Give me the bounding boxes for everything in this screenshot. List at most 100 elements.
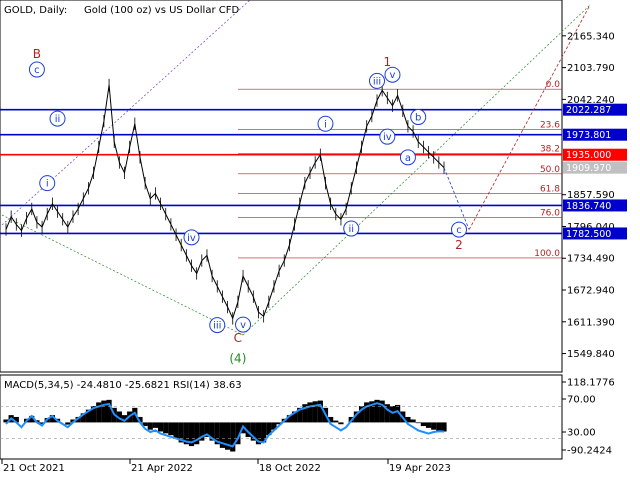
- macd-bar-23: [121, 415, 128, 423]
- indicator-axis: 118.1776 70.00 30.00 -90.2424: [562, 378, 615, 457]
- wave-label-13: v: [390, 70, 396, 81]
- macd-bar-69: [358, 406, 365, 423]
- rsi-line: [5, 402, 445, 448]
- macd-bar-45: [235, 422, 241, 445]
- macd-bar-51: [266, 422, 272, 436]
- macd-bar-60: [312, 401, 318, 423]
- macd-bar-81: [420, 422, 426, 427]
- macd-bar-20: [106, 399, 112, 423]
- ind-tick-2: 30.00: [567, 428, 596, 439]
- macd-bar-56: [291, 411, 298, 423]
- wave-projection-lines: [443, 4, 591, 230]
- wave-label-12: 1: [383, 55, 391, 69]
- ind-tick-0: 118.1776: [567, 378, 615, 389]
- price-line: [5, 84, 445, 320]
- wave-label-5: iii: [213, 321, 221, 332]
- horizontal-levels: [0, 108, 562, 235]
- price-tag-box-1: [563, 128, 627, 141]
- wave-3-projection: [468, 4, 591, 230]
- macd-bar-71: [369, 401, 375, 423]
- wave-label-1: c: [34, 65, 40, 76]
- macd-bar-44: [230, 422, 236, 452]
- wave-label-18: 2: [455, 238, 463, 252]
- price-tag-3: 1909.970: [566, 163, 611, 174]
- macd-bar-36: [188, 422, 195, 447]
- macd-bar-65: [338, 422, 344, 425]
- macd-bar-7: [39, 422, 45, 424]
- wave-label-8: (4): [229, 352, 246, 366]
- macd-bar-32: [168, 422, 174, 436]
- price-tag-5: 1782.500: [566, 229, 611, 240]
- wave-circle-10: [343, 220, 360, 237]
- price-tag-box-2: [563, 148, 627, 161]
- time-tick-1: 21 Apr 2022: [131, 463, 193, 474]
- wave-circle-5: [209, 317, 226, 334]
- macd-bar-75: [389, 406, 396, 423]
- macd-bar-74: [384, 404, 390, 423]
- price-tick-6: 1672.940: [567, 286, 615, 297]
- price-tag-box-0: [563, 103, 627, 116]
- lower-channel-line: [1, 214, 244, 336]
- fib-label-6: 100.0: [534, 249, 560, 259]
- price-tick-3: 1857.590: [567, 190, 615, 201]
- macd-rsi-indicator: [0, 399, 562, 452]
- price-tick-0: 2165.340: [567, 31, 615, 42]
- macd-bar-78: [405, 416, 411, 423]
- price-tick-2: 2042.240: [567, 95, 615, 106]
- macd-bar-85: [441, 422, 447, 432]
- price-tag-0: 2022.287: [566, 105, 611, 116]
- price-panel-frame: [0, 0, 563, 373]
- fib-label-3: 50.0: [540, 165, 560, 175]
- macd-bar-48: [250, 422, 256, 441]
- wave-label-3: i: [46, 179, 49, 190]
- macd-bar-0: [3, 419, 9, 423]
- macd-bar-52: [271, 422, 277, 430]
- macd-bar-39: [204, 422, 210, 437]
- macd-bar-2: [13, 416, 19, 423]
- wave-circle-15: [410, 109, 427, 126]
- ind-tick-3: -90.2424: [567, 446, 612, 457]
- wave-circle-1: [28, 61, 45, 78]
- price-series: [5, 78, 445, 325]
- fib-label-2: 38.2: [540, 145, 560, 155]
- wave-circle-14: [379, 128, 396, 145]
- price-tag-box-5: [563, 227, 627, 240]
- price-tick-7: 1611.390: [567, 317, 615, 328]
- time-axis: 21 Oct 2021 21 Apr 2022 18 Oct 2022 19 Apr …: [1, 459, 451, 474]
- macd-bar-50: [261, 422, 267, 443]
- fib-label-5: 76.0: [540, 209, 560, 219]
- time-tick-2: 18 Oct 2022: [259, 463, 321, 474]
- channel-lines: [1, 0, 591, 336]
- macd-bar-15: [80, 413, 86, 423]
- macd-bar-17: [91, 406, 97, 423]
- price-tag-box-4: [563, 199, 627, 212]
- macd-bar-57: [297, 407, 303, 423]
- fib-label-1: 23.6: [540, 120, 560, 130]
- time-tick-3: 19 Apr 2023: [389, 463, 451, 474]
- macd-bar-27: [142, 422, 148, 427]
- macd-bar-80: [415, 422, 421, 424]
- macd-bar-25: [132, 407, 138, 423]
- price-tag-2: 1935.000: [566, 150, 611, 161]
- wave-label-7: C: [234, 331, 242, 345]
- macd-bar-55: [286, 415, 293, 423]
- macd-bar-22: [116, 411, 122, 423]
- price-tags: 2022.287 1973.801 1935.000 1909.970 1836.740…: [563, 103, 627, 240]
- macd-bar-31: [163, 422, 169, 434]
- macd-bar-18: [96, 402, 102, 423]
- price-tag-1: 1973.801: [566, 130, 611, 141]
- price-tick-8: 1549.840: [567, 349, 615, 360]
- wave-circle-9: [317, 115, 334, 132]
- macd-bar-72: [374, 399, 380, 423]
- fib-label-4: 61.8: [540, 184, 560, 194]
- wave-circle-16: [399, 149, 416, 166]
- fibonacci-retracement: 0.0 23.6 38.2 50.0 61.8 76.0 100.0: [238, 80, 562, 259]
- macd-bar-33: [173, 422, 179, 439]
- wave-label-4: iv: [187, 233, 196, 244]
- macd-bar-68: [353, 411, 359, 423]
- macd-bar-40: [209, 422, 215, 441]
- wave-circle-6: [235, 316, 252, 333]
- macd-bar-82: [425, 422, 432, 428]
